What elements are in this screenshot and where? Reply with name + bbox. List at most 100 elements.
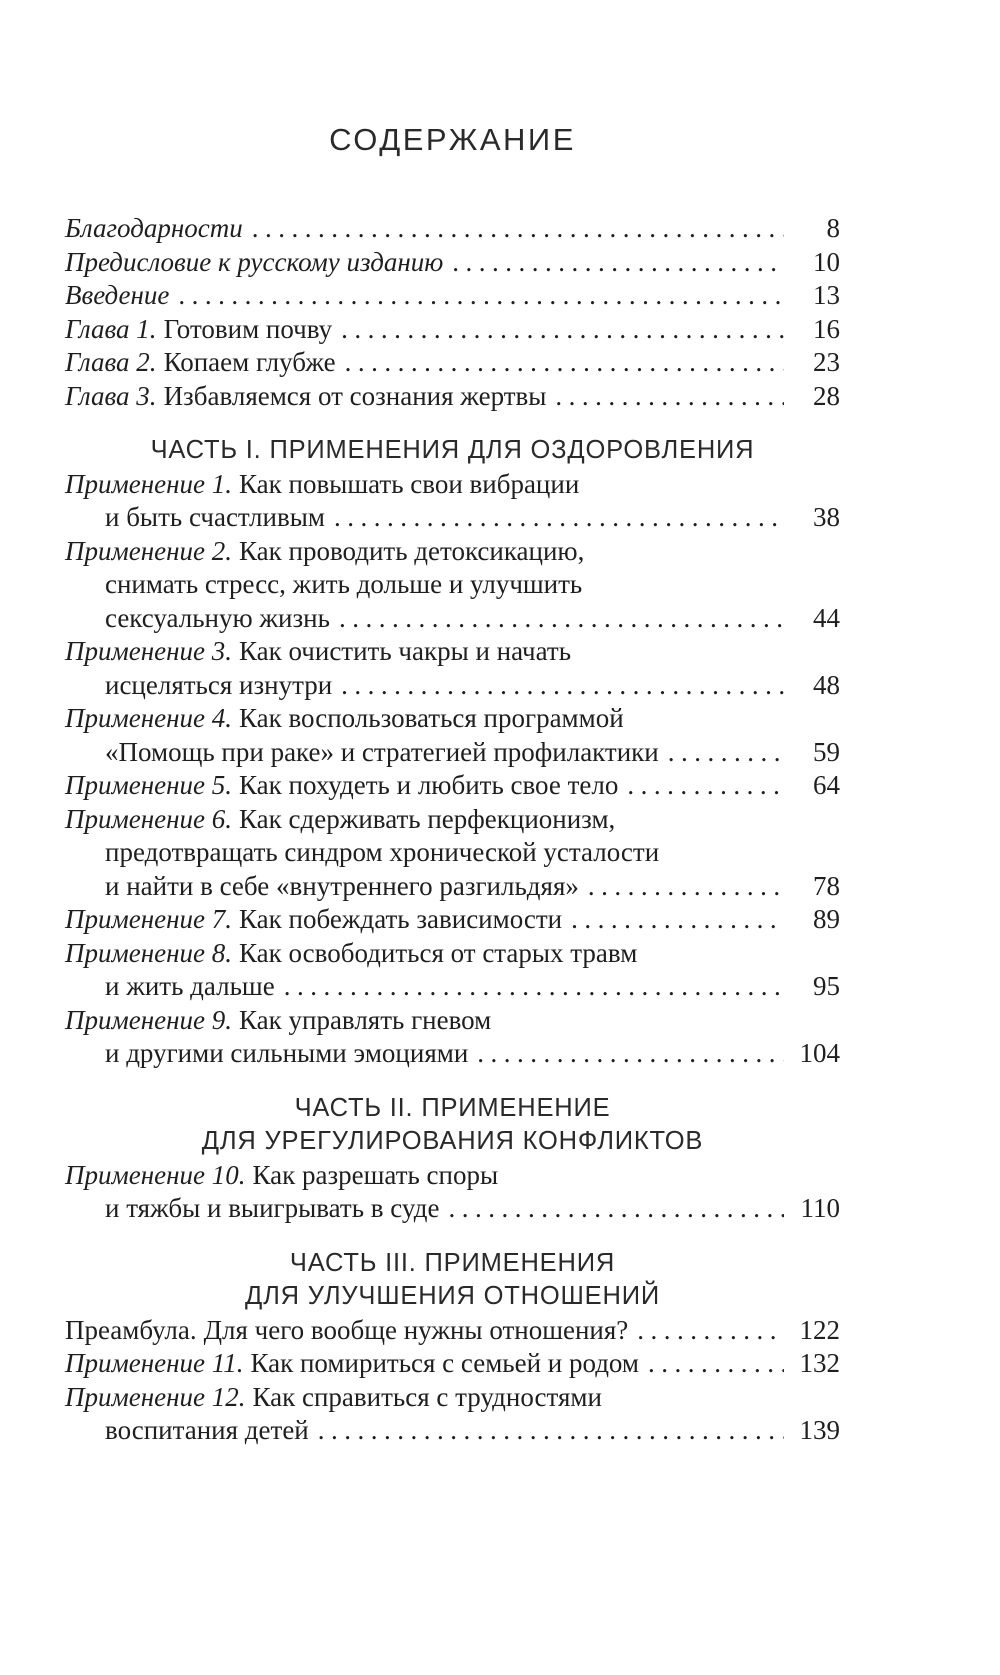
entry-text: Как воспользоваться программой	[238, 703, 624, 733]
book-page: СОДЕРЖАНИЕ Благодарности8Предисловие к р…	[0, 0, 1000, 1448]
toc-line: Применение 4. Как воспользоваться програм…	[65, 702, 840, 736]
toc-line: сексуальную жизнь 44	[65, 602, 840, 636]
page-number: 38	[813, 502, 840, 532]
dot-leader	[648, 1347, 784, 1381]
page-number: 28	[813, 380, 840, 411]
entry-text: «Помощь при раке» и стратегией профилакт…	[105, 736, 659, 767]
toc-line: Преамбула. Для чего вообще нужны отношени…	[65, 1314, 840, 1348]
page-number: 64	[813, 770, 840, 800]
entry-text: Как сдерживать перфекционизм,	[238, 803, 616, 834]
toc-line: и найти в себе «внутреннего разгильдяя» 7…	[65, 870, 840, 904]
entry-text: Как проводить детоксикацию,	[238, 535, 585, 566]
page-number: 110	[800, 1193, 841, 1223]
toc-line: и жить дальше 95	[65, 970, 840, 1004]
entry-lead: Применение 3.	[65, 636, 232, 666]
entry-text: воспитания детей	[105, 1415, 309, 1445]
dot-leader	[637, 1314, 784, 1348]
section-header: ЧАСТЬ II. ПРИМЕНЕНИЕ ДЛЯ УРЕГУЛИРОВАНИЯ К…	[65, 1092, 840, 1159]
toc-entry: Глава 1.Готовим почву 16	[65, 313, 840, 347]
entry-lead: Благодарности	[65, 213, 243, 243]
page-number: 13	[813, 280, 840, 310]
dot-leader	[339, 602, 784, 636]
dot-leader	[284, 970, 784, 1004]
toc-entry: Глава 3.Избавляемся от сознания жертвы 28	[65, 380, 840, 414]
page-number: 139	[799, 1415, 841, 1445]
toc-entry: Применение 3. Как очистить чакры и начать…	[65, 635, 840, 702]
toc-entry: Предисловие к русскому изданию 10	[65, 246, 840, 280]
dot-leader	[452, 246, 784, 280]
entry-text: Как побеждать зависимости	[238, 904, 563, 934]
toc-entry: Применение 4. Как воспользоваться програм…	[65, 702, 840, 769]
toc-line: Введение 13	[65, 279, 840, 313]
toc: Благодарности8Предисловие к русскому изд…	[65, 212, 840, 1448]
dot-leader	[448, 1192, 784, 1226]
toc-line: «Помощь при раке» и стратегией профилакт…	[65, 736, 840, 770]
entry-lead: Применение 2.	[65, 535, 232, 566]
entry-text: Как похудеть и любить свое тело	[238, 770, 619, 800]
section-header-line: ЧАСТЬ II. ПРИМЕНЕНИЕ	[294, 1093, 611, 1122]
entry-text: Готовим почву	[163, 313, 333, 344]
entry-lead: Применение 4.	[65, 703, 232, 733]
page-number: 44	[813, 602, 840, 633]
section-header: ЧАСТЬ III. ПРИМЕНЕНИЯ ДЛЯ УЛУЧШЕНИЯ ОТНОШ…	[65, 1247, 840, 1314]
dot-leader	[341, 313, 784, 347]
section-header-line: ДЛЯ УРЕГУЛИРОВАНИЯ КОНФЛИКТОВ	[201, 1127, 704, 1155]
page-number: 48	[813, 669, 840, 700]
toc-entry: Применение 5. Как похудеть и любить свое …	[65, 769, 840, 803]
page-number: 104	[799, 1038, 841, 1068]
entry-lead: Применение 5.	[65, 770, 232, 800]
dot-leader	[588, 870, 784, 904]
page-number: 10	[813, 246, 840, 277]
entry-text: Избавляемся от сознания жертвы	[163, 380, 547, 411]
toc-line: Применение 11. Как помириться с семьей и …	[65, 1347, 840, 1381]
toc-line: Применение 12. Как справиться с трудностя…	[65, 1381, 840, 1415]
page-number: 16	[813, 313, 840, 344]
section-header-line: ЧАСТЬ I. ПРИМЕНЕНИЯ ДЛЯ ОЗДОРОВЛЕНИЯ	[150, 436, 755, 464]
entry-text: и другими сильными эмоциями	[105, 1038, 469, 1068]
toc-entry: Применение 8. Как освободиться от старых …	[65, 937, 840, 1004]
entry-text: и жить дальше	[105, 971, 275, 1001]
toc-line: Применение 8. Как освободиться от старых …	[65, 937, 840, 971]
toc-line: снимать стресс, жить дольше и улучшить	[65, 568, 840, 602]
entry-text: и быть счастливым	[105, 502, 325, 532]
toc-line: Предисловие к русскому изданию 10	[65, 246, 840, 280]
entry-text: снимать стресс, жить дольше и улучшить	[105, 569, 583, 599]
dot-leader	[334, 501, 784, 535]
entry-text: Как управлять гневом	[238, 1004, 492, 1035]
toc-line: Применение 6. Как сдерживать перфекциониз…	[65, 803, 840, 837]
entry-text: и тяжбы и выигрывать в суде	[105, 1193, 440, 1223]
entry-lead: Применение 8.	[65, 937, 232, 968]
entry-text: Как очистить чакры и начать	[238, 636, 572, 666]
toc-line: Глава 3.Избавляемся от сознания жертвы 28	[65, 380, 840, 414]
toc-line: исцеляться изнутри 48	[65, 669, 840, 703]
toc-section: ЧАСТЬ I. ПРИМЕНЕНИЯ ДЛЯ ОЗДОРОВЛЕНИЯ Прим…	[65, 434, 840, 1071]
entry-text: Как справиться с трудностями	[252, 1381, 602, 1412]
section-header-line: ДЛЯ УЛУЧШЕНИЯ ОТНОШЕНИЙ	[245, 1282, 660, 1310]
toc-entry: Применение 11. Как помириться с семьей и …	[65, 1347, 840, 1381]
toc-entry: Применение 1. Как повышать свои вибрации и…	[65, 468, 840, 535]
entry-text: Копаем глубже	[163, 347, 336, 377]
section-header: ЧАСТЬ I. ПРИМЕНЕНИЯ ДЛЯ ОЗДОРОВЛЕНИЯ	[65, 434, 840, 468]
dot-leader	[345, 346, 784, 380]
entry-lead: Преамбула.	[65, 1314, 197, 1345]
dot-leader	[318, 1414, 784, 1448]
entry-lead: Глава 3.	[65, 380, 157, 411]
toc-line: и тяжбы и выигрывать в суде 110	[65, 1192, 840, 1226]
page-number: 59	[813, 736, 840, 767]
page-number: 95	[813, 971, 840, 1001]
dot-leader	[252, 212, 784, 246]
toc-line: Глава 2.Копаем глубже 23	[65, 346, 840, 380]
toc-entry: Применение 12. Как справиться с трудностя…	[65, 1381, 840, 1448]
page-number: 122	[799, 1314, 841, 1345]
toc-entry: Применение 9. Как управлять гневом и други…	[65, 1004, 840, 1071]
entry-lead: Применение 7.	[65, 904, 232, 934]
toc-line: воспитания детей 139	[65, 1414, 840, 1448]
entry-text: исцеляться изнутри	[105, 669, 333, 700]
entry-lead: Применение 9.	[65, 1004, 232, 1035]
entry-text: Как освободиться от старых травм	[238, 937, 638, 968]
section-header-line: ЧАСТЬ III. ПРИМЕНЕНИЯ	[289, 1248, 616, 1277]
entry-lead: Глава 1.	[65, 313, 157, 344]
toc-line: и быть счастливым 38	[65, 501, 840, 535]
page-number: 89	[813, 904, 840, 934]
entry-lead: Предисловие к русскому изданию	[65, 246, 444, 277]
